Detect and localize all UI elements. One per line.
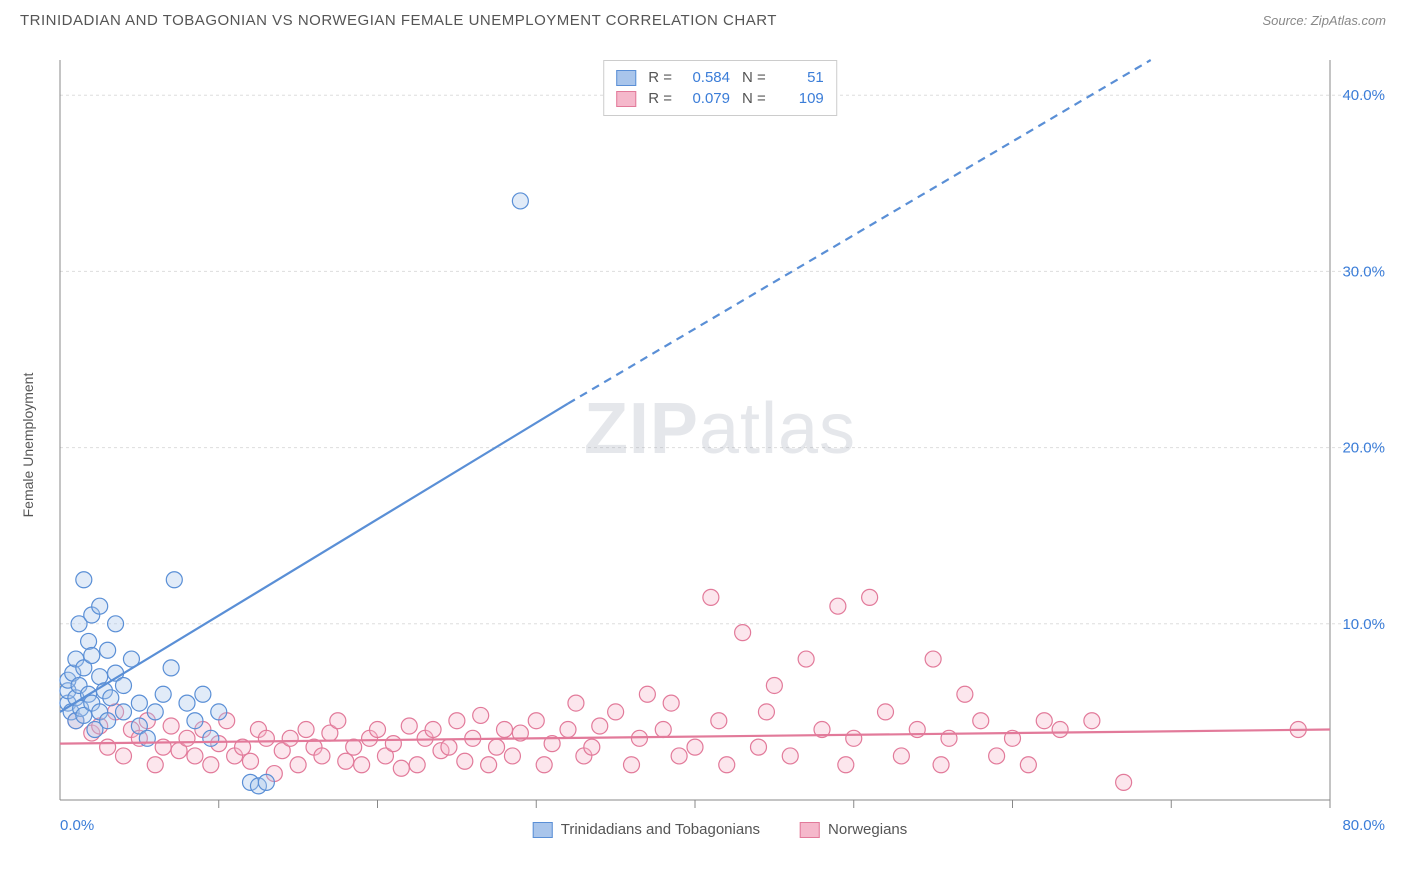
- svg-text:10.0%: 10.0%: [1342, 616, 1385, 633]
- r-value-norwegians: 0.079: [680, 90, 730, 107]
- legend-row-trinidadians: R = 0.584 N = 51: [616, 67, 824, 88]
- chart-title: TRINIDADIAN AND TOBAGONIAN VS NORWEGIAN …: [20, 12, 777, 29]
- legend-item-trinidadians: Trinidadians and Tobagonians: [533, 821, 760, 838]
- legend-label-trinidadians: Trinidadians and Tobagonians: [561, 821, 760, 838]
- r-label: R =: [648, 90, 672, 107]
- svg-text:20.0%: 20.0%: [1342, 440, 1385, 457]
- legend-row-norwegians: R = 0.079 N = 109: [616, 88, 824, 109]
- correlation-legend: R = 0.584 N = 51 R = 0.079 N = 109: [603, 60, 837, 116]
- n-value-trinidadians: 51: [774, 69, 824, 86]
- y-axis-label: Female Unemployment: [20, 373, 36, 518]
- n-value-norwegians: 109: [774, 90, 824, 107]
- legend-item-norwegians: Norwegians: [800, 821, 907, 838]
- series-legend: Trinidadians and Tobagonians Norwegians: [533, 821, 908, 838]
- chart-source: Source: ZipAtlas.com: [1262, 13, 1386, 28]
- legend-swatch-trinidadians: [616, 70, 636, 86]
- svg-text:0.0%: 0.0%: [60, 817, 94, 834]
- n-label: N =: [742, 69, 766, 86]
- chart-header: TRINIDADIAN AND TOBAGONIAN VS NORWEGIAN …: [0, 0, 1406, 37]
- legend-swatch-norwegians: [800, 822, 820, 838]
- legend-swatch-trinidadians: [533, 822, 553, 838]
- scatter-chart: 10.0% 20.0% 30.0% 40.0% 0.0% 80.0%: [50, 50, 1390, 840]
- r-label: R =: [648, 69, 672, 86]
- svg-text:40.0%: 40.0%: [1342, 87, 1385, 104]
- legend-label-norwegians: Norwegians: [828, 821, 907, 838]
- chart-container: Female Unemployment ZIPatlas R = 0.584 N…: [50, 50, 1390, 840]
- legend-swatch-norwegians: [616, 91, 636, 107]
- r-value-trinidadians: 0.584: [680, 69, 730, 86]
- svg-text:30.0%: 30.0%: [1342, 263, 1385, 280]
- n-label: N =: [742, 90, 766, 107]
- svg-text:80.0%: 80.0%: [1342, 817, 1385, 834]
